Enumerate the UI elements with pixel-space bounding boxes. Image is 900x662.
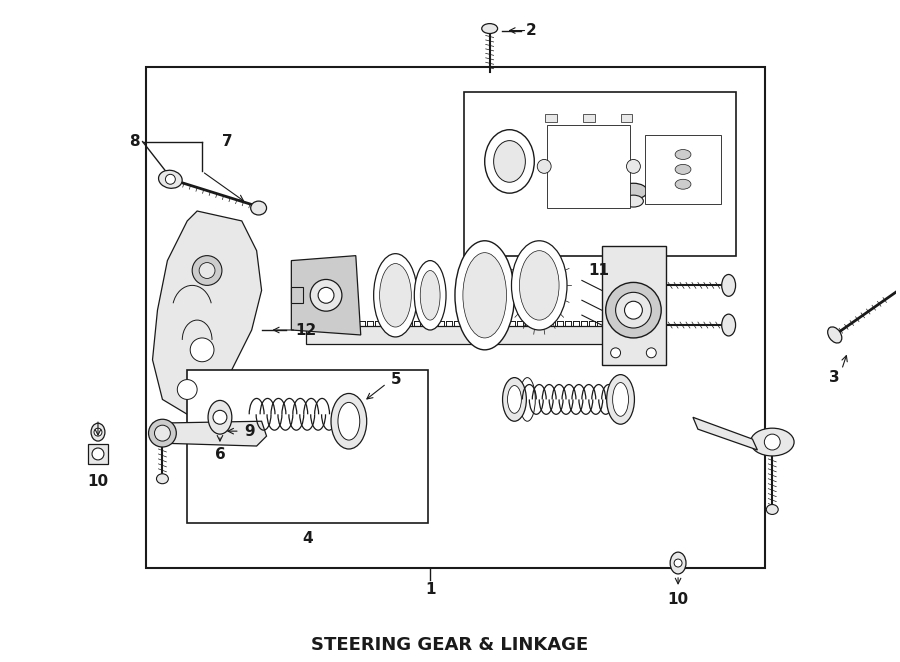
Text: 11: 11 [589, 263, 609, 278]
Ellipse shape [537, 160, 551, 173]
Bar [146, 68, 765, 568]
Bar [602, 246, 666, 365]
Ellipse shape [626, 160, 641, 173]
Ellipse shape [157, 474, 168, 484]
Ellipse shape [607, 375, 634, 424]
Ellipse shape [91, 423, 105, 441]
Circle shape [148, 419, 176, 447]
Circle shape [646, 348, 656, 357]
Circle shape [166, 174, 176, 184]
Ellipse shape [675, 164, 691, 174]
Ellipse shape [158, 170, 182, 188]
Circle shape [199, 263, 215, 279]
Bar [292, 287, 303, 303]
Circle shape [190, 338, 214, 361]
Ellipse shape [331, 393, 366, 449]
Text: 10: 10 [87, 474, 109, 489]
Polygon shape [560, 138, 617, 195]
Circle shape [318, 287, 334, 303]
Bar [583, 114, 595, 122]
Ellipse shape [338, 402, 360, 440]
Circle shape [155, 425, 170, 441]
Bar [88, 444, 108, 464]
Text: 9: 9 [245, 424, 255, 439]
Ellipse shape [675, 179, 691, 189]
Ellipse shape [380, 263, 411, 327]
Ellipse shape [519, 377, 536, 421]
Circle shape [606, 283, 662, 338]
Circle shape [92, 448, 104, 460]
Circle shape [177, 379, 197, 399]
Ellipse shape [420, 271, 440, 320]
Text: STEERING GEAR & LINKAGE: STEERING GEAR & LINKAGE [311, 636, 589, 654]
Ellipse shape [766, 504, 778, 514]
Ellipse shape [624, 195, 644, 207]
Circle shape [310, 279, 342, 311]
Bar [306, 326, 653, 344]
Bar [464, 92, 735, 256]
Ellipse shape [463, 253, 507, 338]
Circle shape [610, 348, 621, 357]
Circle shape [616, 293, 652, 328]
Ellipse shape [670, 552, 686, 574]
Ellipse shape [208, 401, 232, 434]
Text: 3: 3 [830, 370, 840, 385]
Polygon shape [693, 417, 758, 450]
Ellipse shape [619, 183, 647, 199]
Circle shape [193, 256, 222, 285]
Ellipse shape [751, 428, 794, 456]
Circle shape [213, 410, 227, 424]
Bar [658, 140, 707, 199]
Bar [545, 114, 557, 122]
Ellipse shape [502, 377, 526, 421]
Text: 5: 5 [392, 372, 401, 387]
Ellipse shape [485, 130, 535, 193]
Text: 1: 1 [425, 583, 436, 597]
Polygon shape [152, 421, 266, 446]
Bar [187, 369, 428, 524]
Polygon shape [292, 256, 361, 335]
Text: 12: 12 [295, 322, 317, 338]
Polygon shape [152, 211, 262, 414]
Text: 8: 8 [130, 134, 140, 149]
Circle shape [94, 428, 102, 436]
Ellipse shape [519, 251, 559, 320]
Ellipse shape [251, 201, 266, 215]
Ellipse shape [374, 254, 418, 337]
Ellipse shape [493, 140, 526, 182]
Ellipse shape [722, 275, 735, 297]
Circle shape [674, 559, 682, 567]
Text: 7: 7 [221, 134, 232, 149]
Bar [645, 134, 721, 204]
Ellipse shape [675, 150, 691, 160]
Ellipse shape [482, 24, 498, 34]
Circle shape [625, 301, 643, 319]
Text: 2: 2 [526, 23, 536, 38]
Ellipse shape [722, 314, 735, 336]
Ellipse shape [613, 383, 628, 416]
Ellipse shape [508, 385, 521, 413]
Ellipse shape [511, 241, 567, 330]
Text: 4: 4 [302, 531, 312, 545]
Text: 10: 10 [668, 592, 688, 607]
Circle shape [764, 434, 780, 450]
Bar [547, 124, 631, 208]
Bar [621, 114, 633, 122]
Ellipse shape [455, 241, 515, 350]
Ellipse shape [414, 261, 446, 330]
Text: 6: 6 [214, 448, 225, 463]
Ellipse shape [828, 327, 842, 343]
